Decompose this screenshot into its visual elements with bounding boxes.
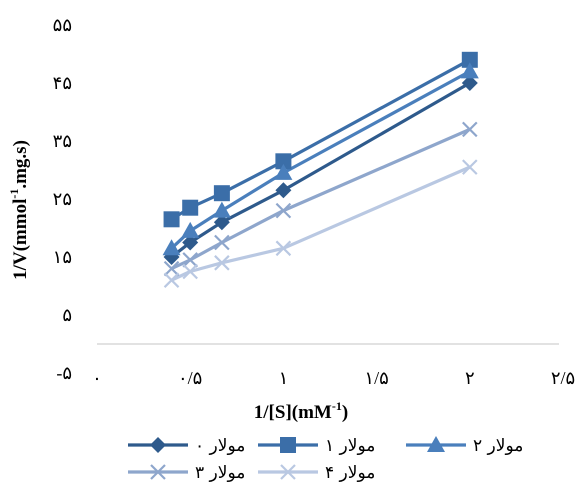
legend-item: ۲ مولار <box>406 436 523 456</box>
x-tick-label: ۱/۵ <box>364 368 388 388</box>
legend: ۰ مولار ۱ مولار ۲ مولار ۳ مولار ۴ مولار <box>128 436 523 483</box>
x-tick-label: ۲/۵ <box>551 368 575 388</box>
y-tick-label: ۳۵ <box>53 131 72 151</box>
y-tick-label: ۵۵ <box>53 15 72 35</box>
data-point <box>275 182 292 199</box>
x-tick-label: ۲ <box>465 368 475 388</box>
legend-item: ۳ مولار <box>128 463 245 483</box>
data-point <box>181 221 200 238</box>
y-tick-label: ۱۵ <box>53 247 72 267</box>
legend-label: ۲ مولار <box>473 436 523 456</box>
data-point <box>214 234 230 251</box>
y-tick-label: ۴۵ <box>53 73 72 93</box>
x-tick-label: ۰ <box>92 368 102 388</box>
legend-swatch-marker <box>427 436 445 452</box>
legend-swatch-marker <box>280 464 296 480</box>
data-point <box>163 260 180 277</box>
data-point <box>213 185 230 202</box>
data-point <box>162 239 181 256</box>
data-point <box>275 240 292 257</box>
data-point <box>163 211 180 228</box>
data-point <box>462 121 478 138</box>
legend-item: ۴ مولار <box>258 463 375 483</box>
data-point <box>182 263 198 280</box>
y-tick-label: ۲۵ <box>53 189 72 209</box>
x-tick-labels: ۰ ۰/۵ ۱ ۱/۵ ۲ ۲/۵ <box>92 368 575 388</box>
data-point <box>275 202 292 219</box>
data-point <box>274 163 293 180</box>
data-point <box>163 272 180 288</box>
legend-item: ۰ مولار <box>128 436 245 456</box>
legend-swatch-marker <box>280 437 296 453</box>
data-point <box>461 75 478 91</box>
legend-label: ۰ مولار <box>195 436 245 456</box>
legend-item: ۱ مولار <box>258 436 375 456</box>
legend-label: ۱ مولار <box>325 436 375 456</box>
x-tick-label: ۱ <box>279 368 289 388</box>
legend-label: ۳ مولار <box>195 463 245 483</box>
data-point <box>214 255 230 271</box>
data-point <box>182 234 199 251</box>
data-point <box>182 252 198 268</box>
data-point <box>462 159 478 175</box>
data-point <box>460 62 479 79</box>
y-tick-label: ۵ <box>62 305 72 325</box>
y-tick-label: -۵ <box>56 363 72 383</box>
data-point <box>212 201 231 218</box>
legend-swatch-marker <box>150 437 166 453</box>
data-point <box>213 214 230 231</box>
x-tick-label: ۰/۵ <box>178 368 202 388</box>
y-tick-labels: -۵ ۵ ۱۵ ۲۵ ۳۵ ۴۵ ۵۵ <box>53 15 72 383</box>
y-axis-title: 1/V(mmol-1.mg.s) <box>7 140 31 280</box>
data-point <box>182 199 199 216</box>
data-point <box>461 51 478 68</box>
legend-label: ۴ مولار <box>325 463 375 483</box>
series-markers <box>162 51 479 288</box>
data-point <box>275 153 292 170</box>
legend-swatch-marker <box>150 464 166 480</box>
x-axis-title: 1/[S](mM-1) <box>254 399 348 423</box>
